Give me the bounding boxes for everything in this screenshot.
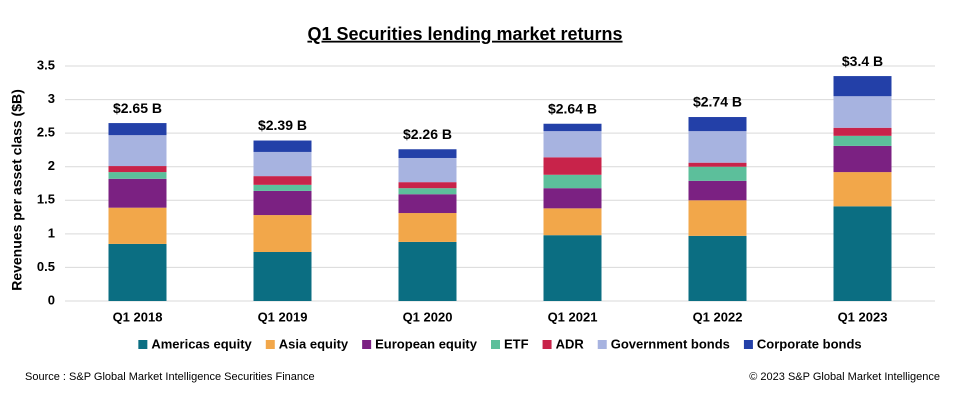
bar-segment — [688, 235, 747, 301]
bar-segment — [253, 215, 312, 252]
bar-segment — [253, 251, 312, 301]
legend-swatch — [491, 340, 500, 349]
legend-swatch — [362, 340, 372, 349]
y-axis-label: Revenues per asset class ($B) — [9, 89, 25, 291]
total-label: $2.26 B — [403, 126, 452, 142]
bar-segment — [398, 182, 457, 189]
legend-swatch — [597, 340, 607, 349]
x-tick-label: Q1 2018 — [113, 309, 163, 324]
bar-segment — [398, 157, 457, 183]
chart-title: Q1 Securities lending market returns — [307, 24, 622, 44]
bar-segment — [688, 166, 747, 181]
bar-segment — [398, 188, 457, 195]
y-tick-label: 0.5 — [37, 259, 55, 274]
legend-label: Government bonds — [611, 336, 730, 351]
bar-segment — [688, 200, 747, 236]
bar-segment — [108, 172, 167, 179]
bar-segment — [688, 162, 747, 167]
legend-label: ETF — [504, 336, 529, 351]
legend-label: Asia equity — [279, 336, 349, 351]
bar-segment — [833, 135, 892, 146]
y-tick-label: 0 — [48, 292, 55, 307]
bar-segment — [833, 76, 892, 97]
bar-segment — [833, 206, 892, 301]
bar-segment — [108, 207, 167, 244]
bar-segment — [398, 194, 457, 214]
y-tick-label: 1 — [48, 225, 55, 240]
y-tick-label: 3.5 — [37, 57, 55, 72]
source-note: Source : S&P Global Market Intelligence … — [25, 371, 315, 383]
x-tick-label: Q1 2023 — [838, 309, 888, 324]
bar-segment — [108, 123, 167, 136]
x-tick-label: Q1 2021 — [548, 309, 598, 324]
total-label: $2.39 B — [258, 117, 307, 133]
bar-segment — [253, 140, 312, 152]
bar-segment — [543, 235, 602, 301]
bar-segment — [833, 96, 892, 128]
bar-segment — [543, 174, 602, 189]
bar-segment — [688, 180, 747, 201]
bar-segment — [253, 176, 312, 185]
y-tick-label: 2 — [48, 158, 55, 173]
bar-segment — [398, 213, 457, 242]
legend-swatch — [542, 340, 552, 349]
legend-swatch — [138, 340, 148, 349]
legend-label: European equity — [375, 336, 478, 351]
bar-segment — [543, 131, 602, 158]
total-label: $2.74 B — [693, 94, 742, 110]
x-tick-label: Q1 2022 — [693, 309, 743, 324]
bar-segment — [543, 208, 602, 236]
bar-segment — [398, 241, 457, 301]
bar-segment — [253, 184, 312, 191]
bar-segment — [108, 178, 167, 208]
bar-segment — [253, 190, 312, 216]
bar-segment — [398, 149, 457, 158]
bar-segment — [543, 123, 602, 132]
bar-segment — [108, 166, 167, 173]
legend-label: Corporate bonds — [757, 336, 862, 351]
legend-swatch — [265, 340, 275, 349]
y-tick-label: 1.5 — [37, 192, 55, 207]
total-label: $2.65 B — [113, 100, 162, 116]
legend-label: Americas equity — [151, 336, 252, 351]
bar-segment — [833, 127, 892, 136]
x-tick-label: Q1 2019 — [258, 309, 308, 324]
bar-segment — [833, 172, 892, 207]
bar-segment — [543, 157, 602, 175]
legend-label: ADR — [556, 336, 585, 351]
bar-segment — [108, 135, 167, 167]
bar-segment — [253, 151, 312, 177]
x-tick-label: Q1 2020 — [403, 309, 453, 324]
total-label: $2.64 B — [548, 100, 597, 116]
y-tick-label: 3 — [48, 91, 55, 106]
legend-swatch — [743, 340, 753, 349]
bar-segment — [543, 188, 602, 209]
bar-segment — [688, 117, 747, 132]
y-tick-label: 2.5 — [37, 125, 55, 140]
copyright: © 2023 S&P Global Market Intelligence — [749, 371, 940, 383]
bar-segment — [108, 243, 167, 301]
bar-segment — [688, 131, 747, 163]
total-label: $3.4 B — [842, 53, 883, 69]
bar-segment — [833, 145, 892, 173]
